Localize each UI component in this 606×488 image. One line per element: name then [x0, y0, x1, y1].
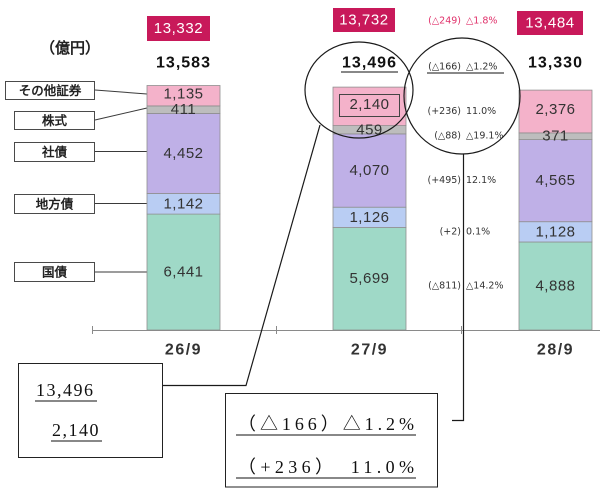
x-axis — [92, 326, 600, 334]
change-pct-boxed-total: △1.8% — [466, 16, 497, 27]
unit-label: （億円） — [40, 39, 100, 57]
legend-label-corporate-bonds: 社債 — [41, 145, 68, 160]
bar-segment-27-9-series-3 — [332, 133, 407, 208]
callout-frame — [18, 363, 163, 458]
x-tick-label-26-9: 26/9 — [165, 342, 202, 359]
change-diff-series-4: (△88) — [434, 131, 461, 142]
callout-leader-left — [163, 124, 321, 387]
legend-leader-other-securities — [94, 89, 148, 95]
change-pct-series-1: △14.2% — [466, 281, 504, 292]
callout-box-left: 13,496 2,140 — [18, 363, 163, 458]
bar-segment-27-9-series-1 — [332, 226, 407, 331]
legend-label-government-bonds: 国債 — [42, 265, 68, 280]
value-label-26-9-series-2: 1,142 — [163, 195, 203, 212]
bar-segment-28-9-series-5 — [518, 89, 593, 134]
value-label-28-9-series-3: 4,565 — [535, 172, 575, 189]
boxed-total-label-26-9: 13,332 — [154, 20, 203, 37]
boxed-total-box-27-9 — [333, 8, 395, 32]
value-label-27-9-series-3: 4,070 — [349, 162, 389, 179]
boxed-total-box-28-9 — [517, 11, 583, 35]
callout-line: 13,496 — [36, 380, 95, 400]
value-label-28-9-series-1: 4,888 — [535, 278, 575, 295]
legend-box-local-bonds — [14, 194, 95, 214]
value-label-26-9-series-5: 1,135 — [163, 85, 203, 102]
change-diff-series-2: (+2) — [440, 226, 461, 237]
callout-frame — [225, 393, 438, 488]
boxed-total-box-26-9 — [147, 16, 210, 41]
legend-box-stocks — [14, 111, 95, 130]
change-pct-series-3: 12.1% — [466, 175, 496, 186]
bar-segment-26-9-series-1 — [146, 213, 221, 331]
value-label-27-9-series-2: 1,126 — [349, 209, 389, 226]
legend-label-local-bonds: 地方債 — [36, 197, 74, 212]
bar-segment-28-9-series-3 — [518, 139, 593, 223]
bar-segment-28-9-series-1 — [518, 241, 593, 331]
value-highlight-box-27-9 — [339, 94, 400, 117]
change-diff-total: (△166) — [428, 62, 461, 73]
value-label-26-9-series-4: 411 — [171, 101, 196, 118]
callout-box-right: （△166）△1.2% （+236） 11.0% — [225, 393, 438, 488]
value-label-26-9-series-3: 4,452 — [163, 145, 203, 162]
change-diff-boxed-total: (△249) — [428, 16, 461, 27]
highlight-ellipse-changes — [403, 37, 521, 155]
bar-segment-27-9-series-5 — [332, 86, 407, 126]
callout-line: （△166）△1.2% — [238, 414, 414, 434]
series-legend: その他証券 株式 社債 地方債 国債 — [5, 81, 148, 282]
legend-leader-stocks — [94, 107, 148, 121]
x-tick-label-28-9: 28/9 — [537, 342, 574, 359]
value-label-28-9-series-5: 2,376 — [535, 101, 575, 118]
total-label-28-9: 13,330 — [528, 55, 583, 72]
legend-label-stocks: 株式 — [42, 113, 68, 128]
change-diff-series-3: (+495) — [427, 175, 461, 186]
bars-layer — [146, 85, 593, 331]
boxed-total-label-28-9: 13,484 — [525, 15, 574, 32]
value-label-27-9-series-4: 459 — [356, 121, 383, 138]
highlight-ellipse-27-9 — [304, 41, 414, 139]
total-label-27-9: 13,496 — [342, 55, 397, 72]
change-pct-total: △1.2% — [466, 62, 497, 73]
change-pct-series-2: 0.1% — [466, 226, 490, 237]
value-label-26-9-series-1: 6,441 — [163, 264, 203, 281]
boxed-total-label-27-9: 13,732 — [339, 12, 388, 29]
change-diff-series-1: (△811) — [428, 281, 461, 292]
total-label-26-9: 13,583 — [156, 55, 211, 72]
boxed-totals: 13,332 13,732 13,484 — [147, 8, 583, 41]
bar-segment-26-9-series-3 — [146, 113, 221, 194]
legend-label-other-securities: その他証券 — [19, 83, 82, 98]
change-pct-series-4: △19.1% — [466, 131, 504, 142]
value-label-27-9-series-5: 2,140 — [349, 96, 389, 113]
change-diff-series-5: (+236) — [427, 106, 461, 117]
x-tick-label-27-9: 27/9 — [351, 342, 388, 359]
legend-box-corporate-bonds — [14, 142, 95, 162]
bar-segment-26-9-series-5 — [146, 85, 221, 107]
legend-box-other-securities — [5, 81, 95, 100]
value-label-27-9-series-1: 5,699 — [349, 270, 389, 287]
value-label-28-9-series-2: 1,128 — [535, 223, 575, 240]
change-pct-series-5: 11.0% — [466, 106, 496, 117]
legend-box-government-bonds — [14, 262, 95, 282]
callout-line: 2,140 — [52, 420, 100, 440]
value-label-28-9-series-4: 371 — [542, 128, 569, 145]
callout-leader-right — [452, 154, 465, 422]
